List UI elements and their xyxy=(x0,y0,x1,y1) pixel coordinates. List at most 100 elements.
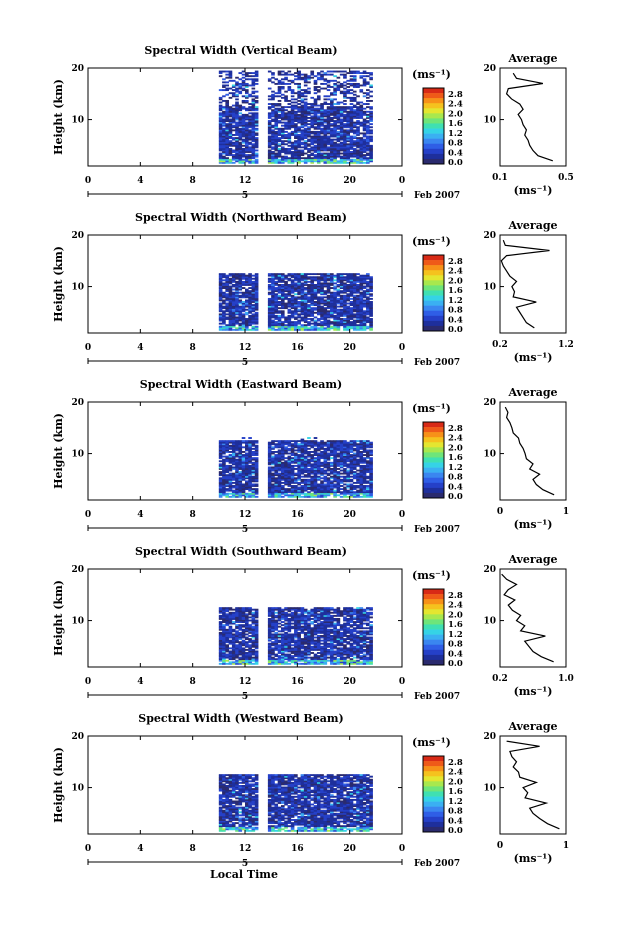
heatmap-cell xyxy=(369,126,373,129)
heatmap-cell xyxy=(333,299,337,302)
heatmap-cell xyxy=(320,158,324,161)
heatmap-cell xyxy=(300,282,305,285)
heatmap-cell xyxy=(336,494,341,497)
heatmap-cell xyxy=(323,160,328,163)
date-label: 5 xyxy=(242,358,248,368)
heatmap-cell xyxy=(300,129,305,132)
heatmap-cell xyxy=(310,110,315,113)
heatmap-cell xyxy=(303,297,308,300)
heatmap-cell xyxy=(284,113,288,116)
heatmap-cell xyxy=(303,483,308,486)
heatmap-cell xyxy=(343,81,347,84)
heatmap-cell xyxy=(326,483,331,486)
heatmap-cell xyxy=(316,140,321,143)
heatmap-cell xyxy=(303,117,308,119)
heatmap-cell xyxy=(287,305,292,308)
heatmap-cell xyxy=(245,280,249,283)
heatmap-cell xyxy=(231,491,236,494)
heatmap-cell xyxy=(251,304,256,307)
heatmap-cell xyxy=(284,305,288,308)
heatmap-cell xyxy=(300,78,305,81)
heatmap-cell xyxy=(271,280,275,283)
heatmap-cell xyxy=(303,118,308,121)
heatmap-cell xyxy=(336,454,341,456)
heatmap-cell xyxy=(326,469,331,472)
heatmap-cell xyxy=(218,89,223,92)
heatmap-cell xyxy=(333,474,337,477)
heatmap-cell xyxy=(346,121,351,124)
heatmap-cell xyxy=(323,301,328,303)
heatmap-cell xyxy=(330,440,334,443)
heatmap-cell xyxy=(333,70,337,73)
heatmap-cell xyxy=(290,291,295,294)
colorbar-swatch xyxy=(423,275,444,281)
heatmap-cell xyxy=(320,279,324,282)
heatmap-cell xyxy=(231,129,236,132)
heatmap-cell xyxy=(300,446,305,449)
heatmap-cell xyxy=(297,121,301,124)
heatmap-cell xyxy=(231,440,236,443)
x-tick-label: 4 xyxy=(137,343,143,353)
heatmap-cell xyxy=(320,301,324,303)
heatmap-cell xyxy=(290,95,295,98)
heatmap-cell xyxy=(235,455,239,458)
heatmap-cell xyxy=(313,82,318,85)
heatmap-cell xyxy=(245,127,249,130)
heatmap-cell xyxy=(316,151,321,153)
heatmap-cell xyxy=(333,134,337,136)
heatmap-cell xyxy=(228,123,233,126)
heatmap-cell xyxy=(228,468,233,470)
heatmap-cell xyxy=(245,117,249,119)
heatmap-cell xyxy=(310,130,315,133)
heatmap-cell xyxy=(222,472,226,475)
heatmap-cell xyxy=(248,485,252,487)
heatmap-cell xyxy=(352,468,357,470)
heatmap-cell xyxy=(228,625,233,628)
colorbar-swatch xyxy=(423,295,444,301)
heatmap-cell xyxy=(300,135,305,138)
heatmap-cell xyxy=(238,311,243,314)
heatmap-cell xyxy=(218,616,223,619)
heatmap-cell xyxy=(366,440,370,443)
heatmap-cell xyxy=(362,319,367,322)
y-axis-label: Height (km) xyxy=(52,413,65,489)
heatmap-cell xyxy=(271,274,275,277)
heatmap-cell xyxy=(323,154,328,157)
heatmap-cell xyxy=(251,154,256,157)
heatmap-cell xyxy=(267,87,272,90)
heatmap-cell xyxy=(280,327,285,330)
heatmap-cell xyxy=(274,310,279,313)
heatmap-cell xyxy=(251,290,256,293)
heatmap-cell xyxy=(297,293,301,296)
heatmap-cell xyxy=(277,144,282,147)
heatmap-cell xyxy=(333,274,337,277)
heatmap-cell xyxy=(369,138,373,141)
heatmap-cell xyxy=(323,460,328,463)
heatmap-cell xyxy=(313,302,318,305)
heatmap-cell xyxy=(307,287,311,289)
heatmap-cell xyxy=(228,622,233,625)
heatmap-cell xyxy=(290,143,295,146)
heatmap-cell xyxy=(366,481,370,484)
heatmap-cell xyxy=(241,319,246,322)
heatmap-cell xyxy=(238,328,243,331)
heatmap-cell xyxy=(274,446,279,449)
heatmap-cell xyxy=(362,314,367,317)
colorbar-swatch xyxy=(423,118,444,124)
heatmap-cell xyxy=(222,95,226,98)
heatmap-cell xyxy=(228,279,233,282)
heatmap-cell xyxy=(303,489,308,492)
heatmap-cell xyxy=(333,115,337,118)
heatmap-cell xyxy=(235,454,239,456)
heatmap-cell xyxy=(245,99,249,102)
heatmap-cell xyxy=(218,129,223,132)
heatmap-cell xyxy=(277,319,282,322)
heatmap-cell xyxy=(366,110,370,113)
heatmap-cell xyxy=(349,294,354,297)
heatmap-cell xyxy=(231,120,236,122)
heatmap-cell xyxy=(359,480,364,483)
heatmap-cell xyxy=(228,135,233,138)
heatmap-cell xyxy=(228,280,233,283)
heatmap-cell xyxy=(218,622,223,625)
heatmap-cell xyxy=(254,109,259,112)
